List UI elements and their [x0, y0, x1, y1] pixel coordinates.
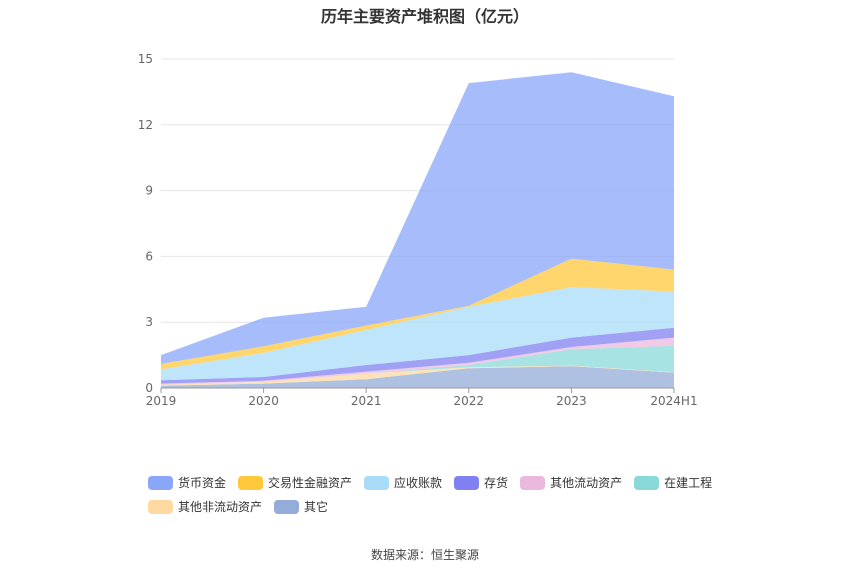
x-tick-label: 2019	[146, 394, 177, 408]
x-tick-label: 2024H1	[650, 394, 697, 408]
area-series-存货[interactable]	[161, 327, 674, 384]
legend-label: 货币资金	[178, 476, 227, 490]
area-series-货币资金[interactable]	[161, 72, 674, 364]
x-tick-label: 2023	[556, 394, 587, 408]
x-tick-label: 2020	[248, 394, 279, 408]
legend-swatch	[520, 475, 546, 490]
legend-swatch	[364, 475, 390, 490]
legend-swatch	[148, 475, 173, 490]
legend-swatch	[148, 499, 173, 514]
legend-item[interactable]: 在建工程	[634, 474, 712, 491]
y-tick-label: 3	[145, 315, 153, 329]
area-series-交易性金融资产[interactable]	[161, 258, 674, 370]
area-series-在建工程[interactable]	[161, 345, 674, 385]
y-tick-label: 6	[145, 249, 153, 263]
legend-swatch	[238, 475, 264, 490]
legend-label: 在建工程	[664, 476, 713, 490]
y-tick-label: 15	[138, 52, 153, 66]
area-series-其他非流动资产[interactable]	[161, 365, 674, 386]
legend-item[interactable]: 交易性金融资产	[238, 474, 352, 491]
legend-swatch	[454, 475, 480, 490]
axis-layer: 0 3 6 9 12 15 2019 2020 2021 2022 2023 2024H1	[138, 52, 698, 408]
chart-title: 历年主要资产堆积图（亿元）	[320, 7, 529, 26]
area-series-其它[interactable]	[161, 366, 674, 388]
legend-item[interactable]: 其他流动资产	[520, 474, 622, 491]
legend-label: 其他非流动资产	[178, 500, 263, 514]
y-tick-label: 12	[138, 118, 153, 132]
legend-row-2: 其他非流动资产 其它	[148, 498, 340, 515]
legend-swatch	[274, 499, 300, 514]
area-series-应收账款[interactable]	[161, 287, 674, 381]
legend-label: 应收账款	[394, 476, 443, 490]
legend-label: 交易性金融资产	[268, 476, 353, 490]
legend-label: 其他流动资产	[550, 476, 623, 490]
legend-label: 其它	[304, 500, 329, 514]
legend-item[interactable]: 货币资金	[148, 474, 226, 491]
y-tick-label: 0	[145, 381, 153, 395]
area-series-其他流动资产[interactable]	[161, 337, 674, 385]
legend-swatch	[634, 475, 660, 490]
x-tick-label: 2022	[454, 394, 485, 408]
area-layer	[161, 72, 674, 388]
legend-label: 存货	[484, 476, 509, 490]
legend-item[interactable]: 应收账款	[364, 474, 442, 491]
legend-item[interactable]: 其他非流动资产	[148, 498, 262, 515]
x-tick-label: 2021	[351, 394, 382, 408]
legend-item[interactable]: 存货	[454, 474, 508, 491]
legend-item[interactable]: 其它	[274, 498, 328, 515]
data-source: 数据来源：恒生聚源	[370, 548, 479, 562]
legend-row-1: 货币资金 交易性金融资产 应收账款 存货 其他流动资产 在建工程	[148, 474, 724, 491]
y-tick-label: 9	[145, 184, 153, 198]
stacked-area-chart: 0 3 6 9 12 15 2019 2020 2021 2022 2023 2024H1	[138, 52, 698, 408]
